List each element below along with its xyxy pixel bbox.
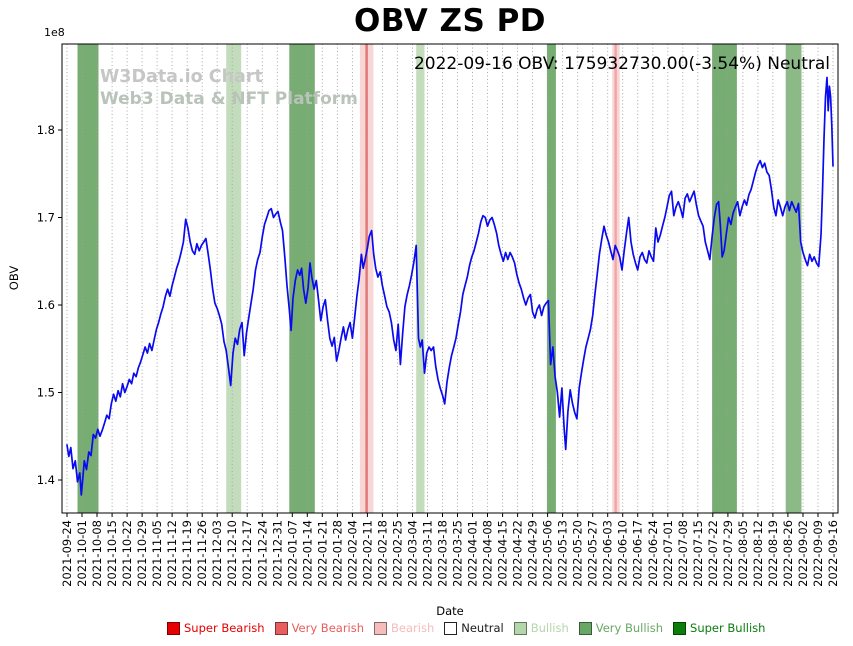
legend-swatch-super-bearish [167, 621, 180, 635]
axes-frame [61, 43, 839, 514]
x-tick-label: 2022-02-11 [360, 520, 374, 587]
x-tick-label: 2021-11-19 [180, 520, 194, 587]
legend-swatch-very-bullish [578, 621, 592, 635]
x-tick-label: 2021-12-10 [225, 520, 239, 587]
x-tick-label: 2022-08-12 [751, 520, 765, 587]
signal-band-very-bullish [77, 44, 99, 513]
signal-band-very-bearish [614, 44, 617, 513]
x-tick-label: 2022-03-18 [436, 520, 450, 587]
watermark-line2: Web3 Data & NFT Platform [100, 89, 358, 109]
legend-label-bullish: Bullish [530, 621, 569, 635]
x-tick-label: 2022-07-29 [721, 520, 735, 587]
y-tick-label: 1.7 [37, 211, 55, 225]
y-tick-label: 1.8 [37, 123, 55, 137]
x-tick-label: 2022-04-29 [526, 520, 540, 587]
latest-value-annotation: 2022-09-16 OBV: 175932730.00(-3.54%) Neu… [413, 54, 830, 74]
x-tick-label: 2022-01-21 [315, 520, 329, 587]
x-tick-label: 2021-12-31 [270, 520, 284, 587]
x-tick-label: 2022-01-14 [300, 520, 314, 587]
x-tick-label: 2021-10-15 [105, 520, 119, 587]
chart-title: OBV ZS PD [353, 3, 547, 39]
x-tick-label: 2021-10-01 [75, 520, 89, 587]
x-tick-label: 2022-04-15 [496, 520, 510, 587]
legend-swatch-bearish [374, 621, 388, 635]
x-tick-label: 2022-09-02 [796, 520, 810, 587]
x-tick-label: 2022-08-19 [766, 520, 780, 587]
x-tick-label: 2022-05-06 [541, 520, 555, 587]
x-tick-label: 2022-08-26 [781, 520, 795, 587]
x-tick-label: 2021-11-26 [195, 520, 209, 587]
x-tick-label: 2021-11-05 [150, 520, 164, 587]
legend-label-neutral: Neutral [461, 621, 504, 635]
y-tick-label: 1.5 [37, 386, 55, 400]
signal-band-very-bearish [365, 44, 368, 513]
y-tick-label: 1.4 [37, 473, 55, 487]
legend-item-very-bearish: Very Bearish [274, 621, 365, 635]
legend-item-super-bearish: Super Bearish [167, 621, 265, 635]
x-tick-label: 2021-09-24 [60, 520, 74, 587]
x-tick-label: 2022-01-07 [285, 520, 299, 587]
x-tick-label: 2021-11-12 [165, 520, 179, 587]
legend-swatch-super-bullish [673, 621, 687, 635]
x-tick-label: 2021-10-08 [90, 520, 104, 587]
x-tick-label: 2022-02-18 [375, 520, 389, 587]
x-tick-label: 2022-05-20 [571, 520, 585, 587]
x-tick-label: 2022-06-17 [631, 520, 645, 587]
legend-swatch-very-bearish [274, 621, 288, 635]
x-tick-label: 2022-04-01 [466, 520, 480, 587]
x-tick-label: 2022-07-01 [661, 520, 675, 587]
x-tick-label: 2022-02-04 [345, 520, 359, 587]
x-tick-label: 2022-03-04 [406, 520, 420, 587]
y-axis-offset-text: 1e8 [44, 26, 65, 39]
x-tick-label: 2021-12-17 [240, 520, 254, 587]
x-tick-label: 2022-05-13 [556, 520, 570, 587]
x-tick-label: 2022-06-10 [616, 520, 630, 587]
x-tick-label: 2022-06-24 [646, 520, 660, 587]
x-tick-label: 2022-09-16 [826, 520, 840, 587]
legend: Super Bearish Very Bearish Bearish Neutr… [167, 621, 765, 635]
x-tick-label: 2022-03-25 [451, 520, 465, 587]
legend-item-super-bullish: Super Bullish [673, 621, 765, 635]
legend-label-very-bearish: Very Bearish [291, 621, 365, 635]
x-tick-label: 2022-08-05 [736, 520, 750, 587]
x-tick-label: 2022-07-08 [676, 520, 690, 587]
legend-label-super-bearish: Super Bearish [184, 621, 265, 635]
x-tick-label: 2021-10-29 [135, 520, 149, 587]
signal-band-very-bullish [712, 44, 737, 513]
signal-band-very-bullish [546, 44, 556, 513]
legend-item-very-bullish: Very Bullish [578, 621, 664, 635]
legend-label-very-bullish: Very Bullish [595, 621, 664, 635]
legend-label-bearish: Bearish [391, 621, 435, 635]
x-tick-label: 2021-10-22 [120, 520, 134, 587]
signal-band-bullish [226, 44, 242, 513]
x-axis-label: Date [436, 604, 464, 618]
x-tick-label: 2022-04-08 [481, 520, 495, 587]
legend-item-neutral: Neutral [444, 621, 504, 635]
obv-line [66, 76, 834, 496]
x-tick-label: 2022-06-03 [601, 520, 615, 587]
signal-band-bullish [416, 44, 425, 513]
signal-band-very-bullish [785, 44, 802, 513]
legend-label-super-bullish: Super Bullish [690, 621, 766, 635]
x-tick-label: 2021-12-03 [210, 520, 224, 587]
legend-item-bearish: Bearish [374, 621, 434, 635]
x-tick-label: 2022-07-15 [691, 520, 705, 587]
x-tick-label: 2022-04-22 [511, 520, 525, 587]
legend-item-bullish: Bullish [513, 621, 569, 635]
x-tick-label: 2022-03-11 [421, 520, 435, 587]
x-tick-label: 2022-09-09 [811, 520, 825, 587]
legend-swatch-bullish [513, 621, 527, 635]
x-tick-label: 2022-07-22 [706, 520, 720, 587]
y-tick-label: 1.6 [37, 298, 55, 312]
x-tick-label: 2022-05-27 [586, 520, 600, 587]
y-axis-label: OBV [7, 265, 22, 291]
x-tick-label: 2022-01-28 [330, 520, 344, 587]
watermark-line1: W3Data.io Chart [100, 67, 263, 87]
x-tick-label: 2022-02-25 [390, 520, 404, 587]
legend-swatch-neutral [444, 621, 458, 635]
x-tick-label: 2021-12-24 [255, 520, 269, 587]
